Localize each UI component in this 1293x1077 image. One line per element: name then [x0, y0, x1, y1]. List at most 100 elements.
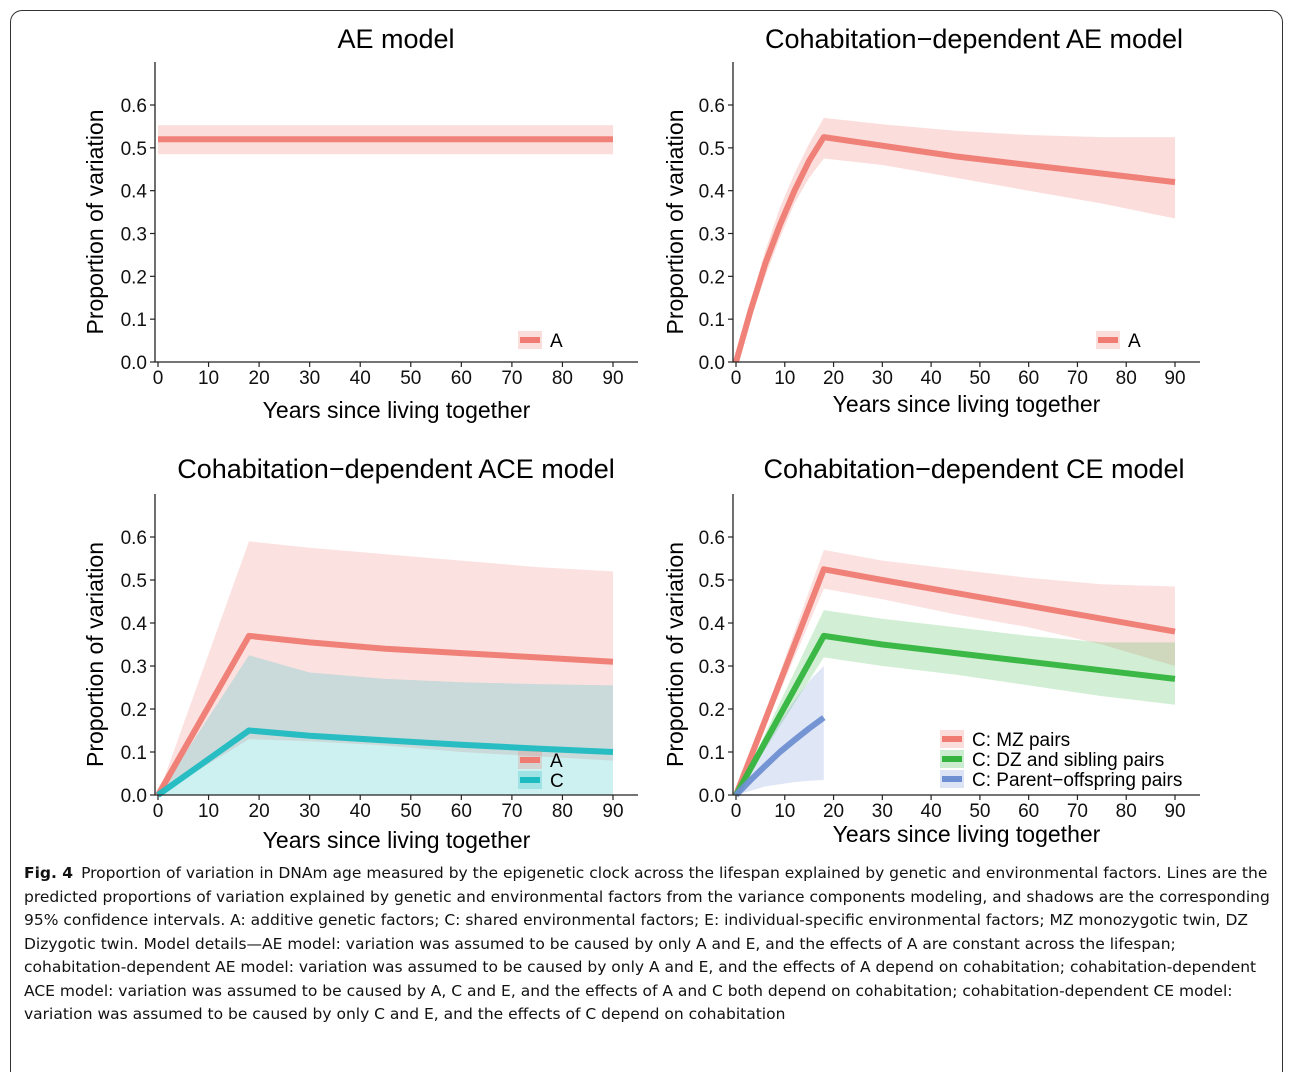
- x-tick-label: 60: [451, 801, 472, 822]
- y-tick-label: 0.1: [699, 743, 725, 764]
- x-tick-label: 50: [969, 801, 990, 822]
- x-tick-label: 30: [872, 801, 893, 822]
- x-tick-label: 10: [198, 368, 219, 389]
- y-tick-label: 0.5: [121, 571, 147, 592]
- chart-panel-1: AE model 0.0 0.1 0.2 0.3 0.4 0.5 0.6 0 10 20 30 40 50…: [82, 24, 638, 423]
- x-tick-label: 40: [350, 801, 371, 822]
- x-tick-label: 20: [249, 801, 270, 822]
- y-tick-label: 0.3: [699, 225, 725, 246]
- legend-label: A: [1128, 331, 1141, 352]
- y-tick-label: 0.5: [699, 139, 725, 160]
- x-tick-label: 0: [731, 368, 742, 389]
- x-tick-label: 90: [1164, 801, 1185, 822]
- x-tick-label: 40: [921, 368, 942, 389]
- series-line: [733, 632, 1176, 797]
- y-tick-label: 0.2: [121, 267, 147, 288]
- x-tick-label: 20: [823, 368, 844, 389]
- series-line: [156, 727, 614, 798]
- legend: A: [518, 331, 563, 352]
- x-tick-label: 90: [602, 801, 623, 822]
- x-tick-label: 80: [552, 801, 573, 822]
- chart-panel-3: Cohabitation−dependent ACE model 0.0 0.1 0.…: [82, 454, 638, 853]
- x-tick-label: 80: [552, 368, 573, 389]
- legend: A: [1096, 331, 1141, 352]
- x-axis-label: Years since living together: [263, 397, 531, 423]
- chart-title: Cohabitation−dependent AE model: [765, 24, 1183, 54]
- x-tick-label: 90: [602, 368, 623, 389]
- y-tick-label: 0.4: [699, 182, 726, 203]
- x-tick-label: 40: [350, 368, 371, 389]
- series-line: [733, 134, 1176, 363]
- figure-caption: Fig. 4 Proportion of variation in DNAm ag…: [24, 862, 1274, 1027]
- y-tick-label: 0.0: [121, 353, 147, 374]
- x-axis-label: Years since living together: [833, 821, 1101, 847]
- x-tick-label: 80: [1116, 368, 1137, 389]
- x-tick-label: 0: [731, 801, 742, 822]
- x-tick-label: 60: [451, 368, 472, 389]
- chart-title: Cohabitation−dependent CE model: [763, 454, 1184, 484]
- y-tick-label: 0.0: [699, 786, 725, 807]
- y-axis-label: Proportion of variation: [82, 109, 108, 334]
- confidence-band: [158, 655, 613, 795]
- confidence-band: [736, 117, 1175, 363]
- x-axis-label: Years since living together: [263, 827, 531, 853]
- x-tick-label: 20: [249, 368, 270, 389]
- x-tick-label: 10: [774, 801, 795, 822]
- y-tick-label: 0.2: [121, 700, 147, 721]
- x-tick-label: 40: [921, 801, 942, 822]
- caption-label: Fig. 4: [24, 864, 74, 882]
- series-line: [733, 566, 1176, 797]
- chart-title: Cohabitation−dependent ACE model: [177, 454, 615, 484]
- y-tick-label: 0.1: [121, 310, 147, 331]
- y-axis-label: Proportion of variation: [662, 109, 688, 334]
- y-tick-label: 0.2: [699, 700, 725, 721]
- x-tick-label: 90: [1164, 368, 1185, 389]
- series-line: [155, 632, 614, 797]
- x-tick-label: 60: [1018, 801, 1039, 822]
- legend-label: C: Parent−offspring pairs: [972, 770, 1182, 791]
- y-tick-label: 0.4: [121, 614, 148, 635]
- confidence-band: [736, 610, 1175, 795]
- figure-panels: AE model 0.0 0.1 0.2 0.3 0.4 0.5 0.6 0 10 20 30 40 50…: [82, 24, 1200, 853]
- y-axis-label: Proportion of variation: [82, 542, 108, 767]
- chart-title: AE model: [337, 24, 454, 54]
- y-tick-label: 0.6: [699, 96, 725, 117]
- figure-frame: [10, 10, 1283, 1072]
- y-tick-label: 0.6: [121, 528, 147, 549]
- chart-panel-2: Cohabitation−dependent AE model 0.0 0.1 0.2…: [662, 24, 1200, 417]
- legend: AC: [518, 751, 564, 792]
- y-tick-label: 0.6: [699, 528, 725, 549]
- x-tick-label: 20: [823, 801, 844, 822]
- y-axis-label: Proportion of variation: [662, 542, 688, 767]
- x-axis-label: Years since living together: [833, 391, 1101, 417]
- y-tick-label: 0.6: [121, 96, 147, 117]
- x-tick-label: 30: [872, 368, 893, 389]
- y-tick-label: 0.5: [121, 139, 147, 160]
- x-tick-label: 50: [969, 368, 990, 389]
- x-tick-label: 70: [501, 368, 522, 389]
- chart-panel-4: Cohabitation−dependent CE model 0.0 0.1 0.2…: [662, 454, 1200, 847]
- y-tick-label: 0.4: [121, 182, 148, 203]
- x-tick-label: 60: [1018, 368, 1039, 389]
- series-line: [733, 715, 826, 798]
- x-tick-label: 70: [1067, 801, 1088, 822]
- legend-label: A: [550, 331, 563, 352]
- x-tick-label: 30: [299, 801, 320, 822]
- legend-label: A: [550, 751, 563, 772]
- x-tick-label: 70: [501, 801, 522, 822]
- y-tick-label: 0.1: [699, 310, 725, 331]
- x-tick-label: 0: [153, 368, 164, 389]
- x-tick-label: 50: [400, 368, 421, 389]
- y-tick-label: 0.5: [699, 571, 725, 592]
- y-tick-label: 0.3: [121, 225, 147, 246]
- legend-label: C: [550, 771, 564, 792]
- y-tick-label: 0.1: [121, 743, 147, 764]
- x-tick-label: 50: [400, 801, 421, 822]
- x-tick-label: 80: [1116, 801, 1137, 822]
- x-tick-label: 0: [153, 801, 164, 822]
- y-tick-label: 0.2: [699, 267, 725, 288]
- confidence-band: [736, 666, 824, 795]
- caption-text: Proportion of variation in DNAm age meas…: [24, 864, 1270, 1023]
- x-tick-label: 10: [198, 801, 219, 822]
